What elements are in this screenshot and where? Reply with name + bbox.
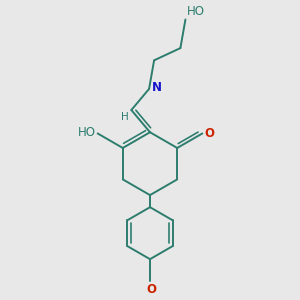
Text: O: O [146, 283, 156, 296]
Text: HO: HO [187, 5, 205, 18]
Text: N: N [152, 81, 161, 94]
Text: O: O [205, 127, 215, 140]
Text: H: H [121, 112, 128, 122]
Text: HO: HO [78, 126, 96, 139]
